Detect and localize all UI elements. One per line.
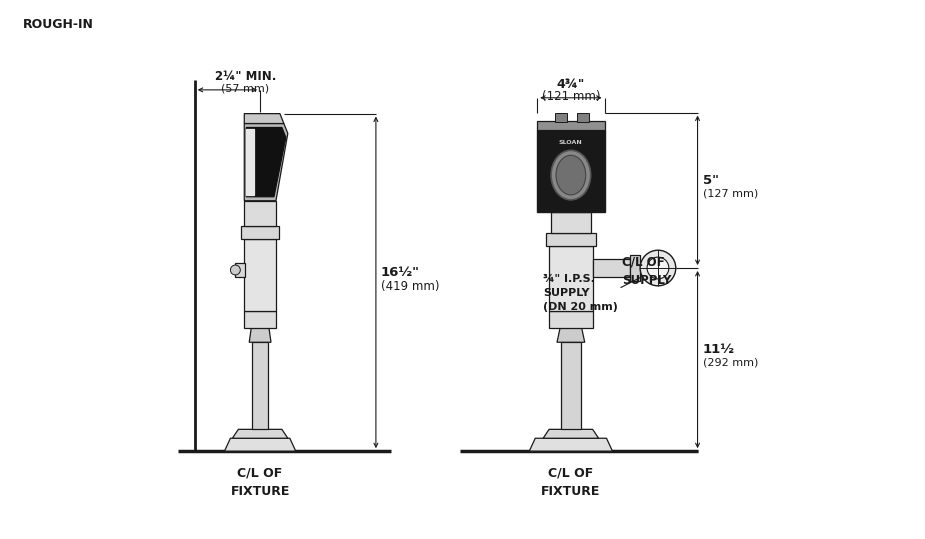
Polygon shape xyxy=(249,328,271,342)
Circle shape xyxy=(648,257,669,279)
Ellipse shape xyxy=(551,150,591,200)
Text: 5": 5" xyxy=(702,174,719,187)
Bar xyxy=(561,342,581,430)
Bar xyxy=(549,246,593,310)
Polygon shape xyxy=(225,438,296,451)
Bar xyxy=(537,130,605,212)
Bar xyxy=(244,310,276,328)
Bar xyxy=(555,113,567,121)
Bar xyxy=(551,212,591,233)
Bar xyxy=(630,255,640,281)
Text: SLOAN: SLOAN xyxy=(559,140,583,145)
Bar xyxy=(537,121,605,130)
Bar xyxy=(549,310,593,328)
Circle shape xyxy=(640,250,676,286)
Polygon shape xyxy=(232,430,288,438)
Bar xyxy=(253,342,268,430)
Text: 16½": 16½" xyxy=(381,266,420,279)
Text: C/L OF
SUPPLY: C/L OF SUPPLY xyxy=(623,256,672,287)
Polygon shape xyxy=(246,128,286,197)
Polygon shape xyxy=(529,438,612,451)
Text: 4¾": 4¾" xyxy=(557,78,585,91)
Text: (121 mm): (121 mm) xyxy=(542,90,600,103)
Bar xyxy=(235,263,245,277)
Polygon shape xyxy=(557,328,585,342)
Text: C/L OF
FIXTURE: C/L OF FIXTURE xyxy=(230,467,290,497)
Text: (57 mm): (57 mm) xyxy=(221,84,269,94)
Bar xyxy=(241,226,279,239)
Text: (419 mm): (419 mm) xyxy=(381,280,439,293)
Bar xyxy=(244,201,276,226)
Text: ROUGH-IN: ROUGH-IN xyxy=(22,18,93,31)
Text: C/L OF
FIXTURE: C/L OF FIXTURE xyxy=(541,467,600,497)
Bar xyxy=(593,259,630,277)
Text: (292 mm): (292 mm) xyxy=(702,358,758,368)
Ellipse shape xyxy=(556,155,586,195)
Polygon shape xyxy=(543,430,598,438)
Polygon shape xyxy=(244,114,284,123)
Bar xyxy=(546,233,596,246)
Bar xyxy=(244,239,276,310)
Bar xyxy=(577,113,588,121)
Text: 11½: 11½ xyxy=(702,343,734,356)
Text: 2¼" MIN.: 2¼" MIN. xyxy=(215,70,276,83)
Polygon shape xyxy=(246,129,254,195)
Text: (127 mm): (127 mm) xyxy=(702,189,758,199)
Polygon shape xyxy=(244,123,288,201)
Text: ¾" I.P.S.
SUPPLY
(DN 20 mm): ¾" I.P.S. SUPPLY (DN 20 mm) xyxy=(543,274,618,312)
Circle shape xyxy=(230,265,240,275)
